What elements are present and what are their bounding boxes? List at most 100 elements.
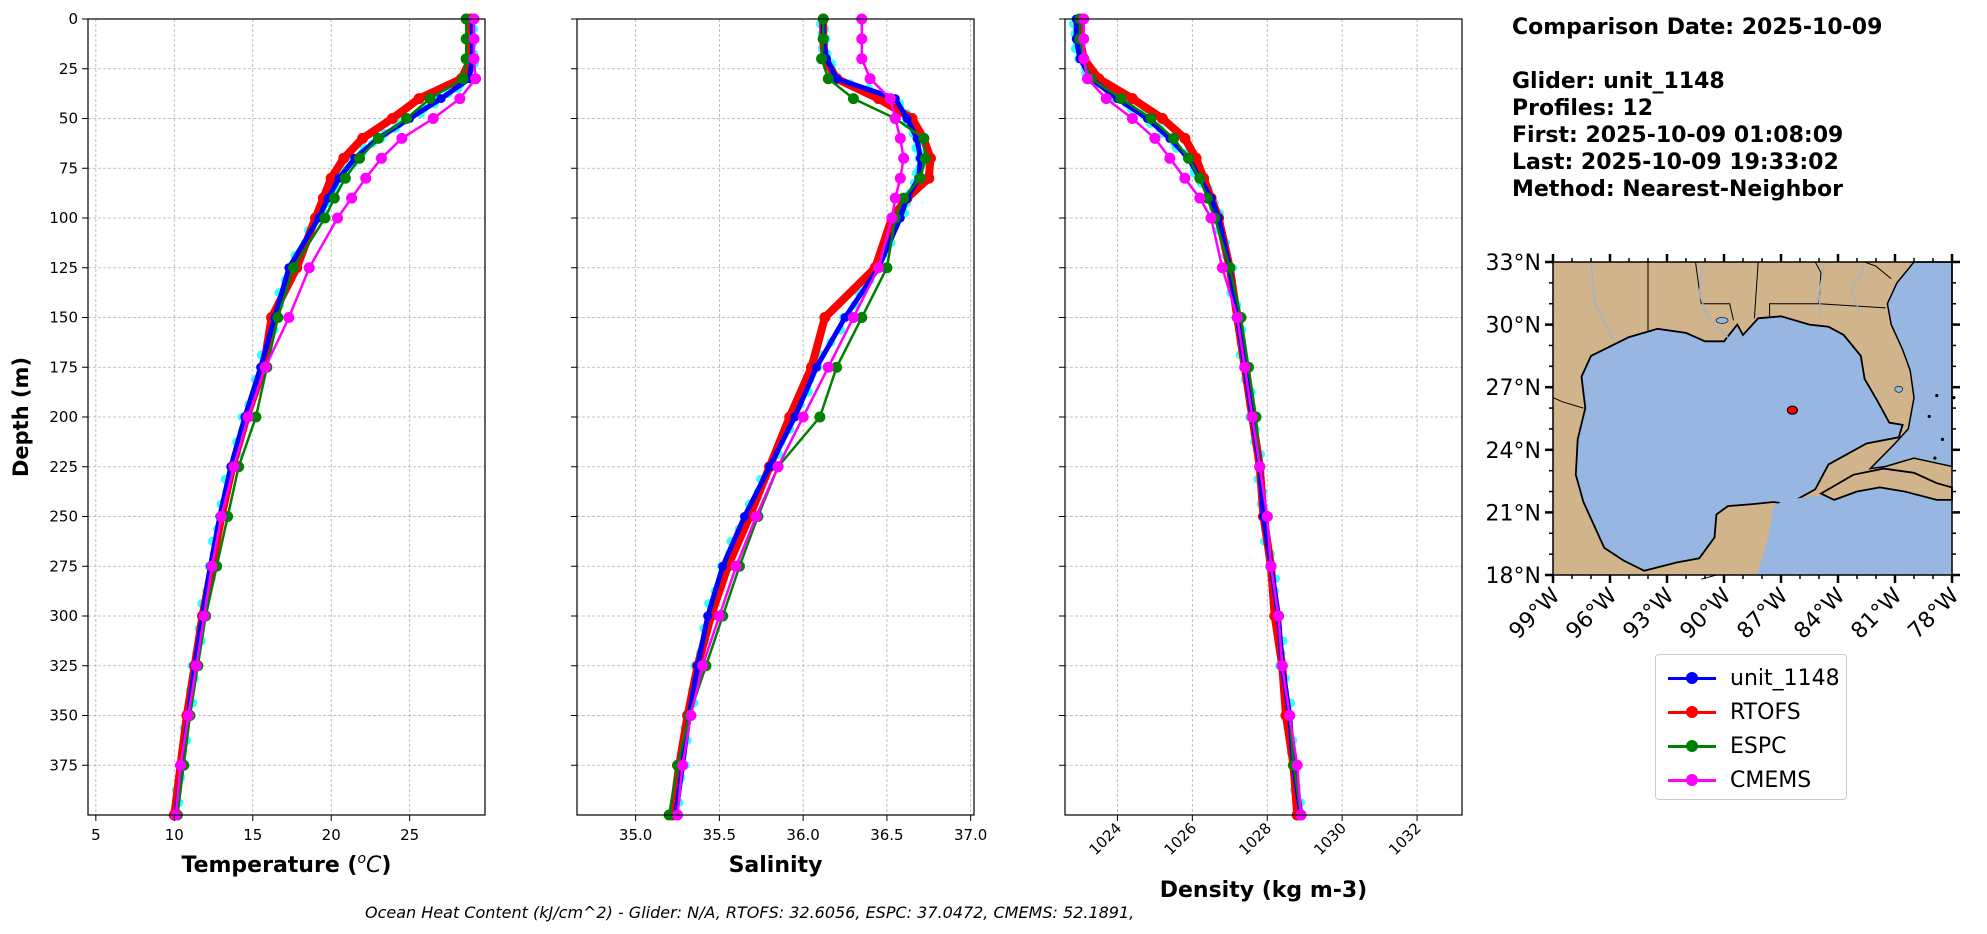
series-point <box>898 192 910 204</box>
series-point <box>424 93 436 105</box>
series-point <box>718 561 728 571</box>
series-point <box>856 312 868 323</box>
y-tick-label: 200 <box>49 408 78 426</box>
state-border <box>1864 261 1892 280</box>
glider-location-marker <box>1786 405 1799 415</box>
y-tick-label: 375 <box>49 756 78 774</box>
series-point <box>1272 610 1284 622</box>
y-tick-label: 300 <box>49 607 78 625</box>
map-lon-label: 99°W <box>1505 583 1566 644</box>
series-point <box>822 361 834 373</box>
series-point <box>468 53 480 65</box>
river <box>1698 261 1731 340</box>
island-mark <box>1927 414 1931 419</box>
glider-raw-points <box>171 14 480 808</box>
series-point <box>1265 560 1277 572</box>
series-point <box>1254 461 1266 473</box>
series-point <box>840 313 850 322</box>
state-border <box>1818 303 1886 309</box>
x-tick-label: 25 <box>400 826 419 844</box>
y-tick-label: 225 <box>49 458 78 476</box>
x-tick-label: 36.0 <box>786 826 819 844</box>
lake-pontchartrain <box>1715 317 1729 324</box>
series-point <box>360 172 372 184</box>
series-point <box>1291 759 1303 771</box>
series-point <box>413 93 425 105</box>
series-point <box>215 511 227 522</box>
gulf-water <box>1574 315 1904 572</box>
map-lat-label: 24°N <box>1486 439 1541 464</box>
series-point <box>894 172 906 184</box>
series-point <box>1179 132 1191 144</box>
x-tick-label: 1028 <box>1235 819 1275 859</box>
series-point <box>182 710 194 721</box>
series-point <box>242 411 254 423</box>
x-axis-label: Density (kg m-3) <box>1160 878 1368 903</box>
x-tick-label: 36.5 <box>870 826 903 844</box>
series-point <box>1276 660 1288 672</box>
map-lon-label: 87°W <box>1733 583 1794 644</box>
legend-item-rtofs: RTOFS <box>1656 695 1846 729</box>
x-tick-label: 35.0 <box>619 826 652 844</box>
state-border <box>1753 261 1759 319</box>
map-lat-label: 27°N <box>1486 376 1541 401</box>
last-time: Last: 2025-10-09 19:33:02 <box>1512 150 1839 175</box>
series-point <box>339 172 351 184</box>
profile-panel-3: 1024 1026 1028 1030 1032 Density (kg m-3) <box>1059 13 1463 903</box>
series-point <box>856 53 868 65</box>
series-point <box>1078 33 1090 45</box>
y-tick-label: 25 <box>59 60 78 78</box>
river <box>1818 261 1826 317</box>
gulf-map: 99°W96°W93°W90°W87°W84°W81°W78°W 33°N 30°N… <box>1486 251 1965 644</box>
series-point <box>1194 192 1206 204</box>
series-point <box>832 74 842 84</box>
x-axis-label: Temperature (oC) <box>182 851 392 878</box>
series-point <box>703 611 713 621</box>
series-point <box>772 461 784 473</box>
series-point <box>918 132 930 144</box>
legend-item-cmems: CMEMS <box>1656 763 1846 797</box>
series-point <box>1246 411 1258 423</box>
x-tick-label: 1030 <box>1310 819 1350 859</box>
series-point <box>401 113 413 124</box>
y-tick-label: 0 <box>68 10 78 28</box>
series-point <box>460 53 472 65</box>
series-point <box>436 94 446 104</box>
legend-label-espc: ESPC <box>1730 733 1787 759</box>
series-point <box>697 660 709 672</box>
map-lat-label: 30°N <box>1486 314 1541 339</box>
series-point <box>272 312 284 323</box>
map-lon-label: 84°W <box>1790 583 1851 644</box>
legend-swatch-rtofs <box>1668 702 1716 722</box>
caribbean-water <box>1756 483 1952 575</box>
series-point <box>919 152 931 164</box>
series-point <box>914 172 926 184</box>
series-point <box>1164 152 1176 164</box>
x-tick-label: 35.5 <box>703 826 736 844</box>
series-point <box>1216 262 1228 274</box>
series-cmems <box>1078 13 1307 821</box>
series-point <box>457 73 469 85</box>
series-point <box>873 262 885 274</box>
series-point <box>1145 113 1157 124</box>
x-tick-label: 1024 <box>1086 819 1126 859</box>
lake-okeechobee <box>1894 385 1904 393</box>
series-point <box>831 361 843 373</box>
series-point <box>1239 361 1251 373</box>
map-lat-label: 33°N <box>1486 251 1541 276</box>
chart-legend: unit_1148 RTOFS ESPC CMEMS <box>1655 654 1847 800</box>
map-lon-label: 78°W <box>1904 583 1965 644</box>
island-mark <box>1933 456 1937 460</box>
series-point <box>1183 152 1195 164</box>
series-point <box>884 93 896 105</box>
legend-swatch-espc <box>1668 736 1716 756</box>
series-point <box>819 312 831 323</box>
x-tick-label: 20 <box>322 826 341 844</box>
series-point <box>817 33 829 45</box>
series-point <box>468 33 480 45</box>
profile-panel-1: 0 25 50 75 100 125 150 175 200 225 250 275 300 325 350… <box>9 10 486 878</box>
series-point <box>822 73 834 85</box>
map-frame <box>1552 261 1953 576</box>
river <box>1590 261 1615 342</box>
x-tick-label: 37.0 <box>954 826 987 844</box>
